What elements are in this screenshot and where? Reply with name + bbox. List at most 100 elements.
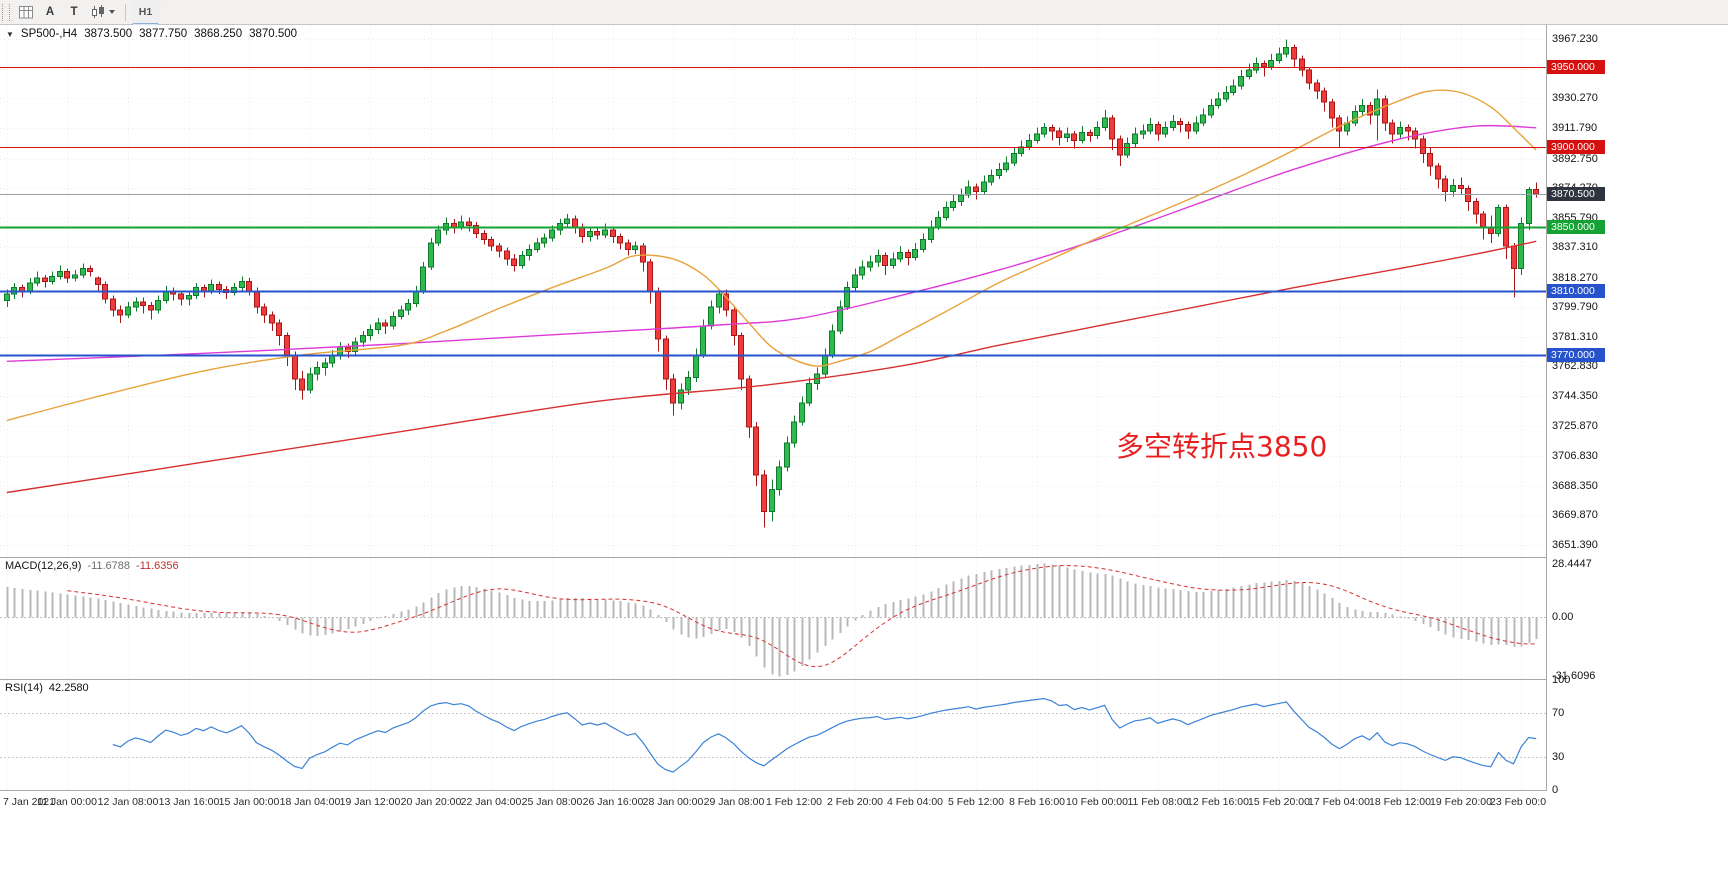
macd-signal-value: -11.6356: [136, 560, 179, 572]
time-axis-label: 1 Feb 12:00: [765, 796, 823, 808]
rsi-panel[interactable]: RSI(14) 42.2580: [0, 680, 1546, 790]
main-chart-panel[interactable]: ▼ SP500-,H4 3873.500 3877.750 3868.250 3…: [0, 25, 1546, 557]
price-axis-label: 3892.750: [1552, 152, 1598, 165]
rsi-line: [112, 697, 1537, 773]
chart-header: ▼ SP500-,H4 3873.500 3877.750 3868.250 3…: [6, 28, 297, 40]
rsi-label: RSI(14) 42.2580: [5, 682, 89, 694]
price-axis-label: 3669.870: [1552, 509, 1598, 522]
macd-main-value: -11.6788: [87, 560, 131, 572]
time-axis-label: 15 Jan 00:00: [218, 796, 280, 808]
price-level-badge-3770.000: 3770.000: [1547, 347, 1605, 362]
time-axis-label: 18 Jan 04:00: [279, 796, 341, 808]
time-axis-label: 17 Feb 04:00: [1308, 796, 1370, 808]
time-axis-label: 10 Feb 00:00: [1066, 796, 1128, 808]
time-axis-label: 20 Jan 20:00: [400, 796, 462, 808]
panel-separator[interactable]: [0, 679, 1728, 680]
time-axis-label: 19 Feb 20:00: [1430, 796, 1492, 808]
price-axis-label: 3818.270: [1552, 271, 1598, 284]
macd-panel[interactable]: MACD(12,26,9) -11.6788 -11.6356: [0, 558, 1546, 679]
price-axis-label: 3706.830: [1552, 449, 1598, 462]
time-axis-label: 4 Feb 04:00: [886, 796, 944, 808]
current-price-badge: 3870.500: [1547, 187, 1605, 202]
time-axis-label: 29 Jan 08:00: [703, 796, 765, 808]
macd-axis-label: 28.4447: [1552, 557, 1592, 570]
rsi-axis-label: 70: [1552, 707, 1565, 719]
price-axis-label: 3799.790: [1552, 301, 1598, 314]
time-axis-label: 28 Jan 00:00: [642, 796, 704, 808]
price-axis-label: 3651.390: [1552, 538, 1598, 551]
price-scale-separator: [1546, 25, 1547, 791]
mid-ma-line: [6, 124, 1537, 362]
time-axis-label: 8 Feb 16:00: [1008, 796, 1066, 808]
ohlc-open-value: 3873.500: [84, 28, 133, 40]
time-axis-label: 11 Feb 08:00: [1127, 796, 1189, 808]
time-axis-label: 13 Jan 16:00: [158, 796, 220, 808]
toolbar-drag-handle[interactable]: [2, 3, 10, 21]
time-axis-label: 23 Feb 00:00: [1490, 796, 1546, 808]
panel-separator[interactable]: [0, 790, 1728, 791]
candlesticks: [4, 39, 1539, 528]
price-axis-label: 3911.790: [1552, 122, 1598, 135]
toolbar: A T M1M5M15M30H1H4D1W1MN: [0, 0, 1728, 107]
time-axis-label: 11 Jan 00:00: [37, 796, 97, 808]
rsi-canvas[interactable]: [0, 680, 1546, 790]
price-chart-canvas[interactable]: [0, 25, 1546, 557]
price-axis-label: 3744.350: [1552, 389, 1598, 402]
symbol-period-label: SP500-,H4: [20, 28, 78, 40]
ohlc-high-value: 3877.750: [139, 28, 188, 40]
macd-axis-label: -31.6096: [1552, 670, 1596, 683]
fast-ma-line: [6, 89, 1537, 422]
timeframe-button-h1[interactable]: H1: [132, 1, 159, 23]
text-label-button[interactable]: T: [63, 2, 85, 23]
price-axis-label: 3725.870: [1552, 419, 1598, 432]
time-axis-label: 7 Jan 2021: [3, 796, 55, 808]
price-axis-label: 3930.270: [1552, 92, 1598, 105]
time-axis-label: 25 Jan 08:00: [521, 796, 583, 808]
price-axis-label: 3762.830: [1552, 360, 1598, 373]
macd-canvas[interactable]: [0, 558, 1546, 679]
time-axis-label: 12 Feb 16:00: [1187, 796, 1249, 808]
time-axis-label: 19 Jan 12:00: [339, 796, 401, 808]
chevron-down-icon: [109, 10, 115, 14]
time-axis-label: 22 Jan 04:00: [460, 796, 522, 808]
time-axis-label: 5 Feb 12:00: [947, 796, 1005, 808]
ohlc-low-value: 3868.250: [194, 28, 243, 40]
slow-ma-line: [6, 240, 1537, 494]
ohlc-close-value: 3870.500: [249, 28, 298, 40]
panel-separator[interactable]: [0, 557, 1728, 558]
time-axis-label: 2 Feb 20:00: [826, 796, 884, 808]
price-level-badge-3810.000: 3810.000: [1547, 283, 1605, 298]
new-chart-button[interactable]: [15, 2, 37, 23]
macd-signal-line: [67, 565, 1537, 668]
price-scale[interactable]: 3967.2303948.7503930.2703911.7903892.750…: [1547, 25, 1728, 812]
timeframe-button-m30[interactable]: M30: [132, 0, 163, 2]
macd-label: MACD(12,26,9) -11.6788 -11.6356: [5, 560, 179, 572]
rsi-axis-label: 0: [1552, 784, 1559, 796]
rsi-axis-label: 100: [1552, 674, 1571, 686]
toolbar-separator: [125, 3, 126, 21]
text-annotate-button[interactable]: A: [39, 2, 61, 23]
chart-style-button[interactable]: [87, 2, 119, 23]
macd-axis-label: 0.00: [1552, 610, 1574, 623]
candlestick-style-icon: [92, 5, 104, 18]
macd-name: MACD(12,26,9): [5, 560, 82, 572]
price-axis-label: 3688.350: [1552, 479, 1598, 492]
time-axis-label: 18 Feb 12:00: [1369, 796, 1431, 808]
price-axis-label: 3837.310: [1552, 241, 1598, 254]
rsi-axis-label: 30: [1552, 751, 1565, 763]
price-axis-label: 3967.230: [1552, 33, 1598, 46]
rsi-value: 42.2580: [48, 682, 89, 694]
chart-text-annotation: 多空转折点3850: [1116, 430, 1328, 463]
time-axis-label: 15 Feb 20:00: [1248, 796, 1310, 808]
time-axis-label: 26 Jan 16:00: [582, 796, 644, 808]
price-level-badge-3850.000: 3850.000: [1547, 219, 1605, 234]
time-axis[interactable]: 7 Jan 2021 11 Jan 00:00 12 Jan 08:00 13 Jan…: [0, 791, 1546, 812]
price-level-badge-3900.000: 3900.000: [1547, 139, 1605, 154]
time-axis-label: 12 Jan 08:00: [97, 796, 159, 808]
chart-grid-icon: [19, 5, 33, 18]
symbol-dropdown-icon: ▼: [6, 29, 14, 39]
price-level-badge-3950.000: 3950.000: [1547, 59, 1605, 74]
rsi-name: RSI(14): [5, 682, 43, 694]
price-axis-label: 3781.310: [1552, 330, 1598, 343]
